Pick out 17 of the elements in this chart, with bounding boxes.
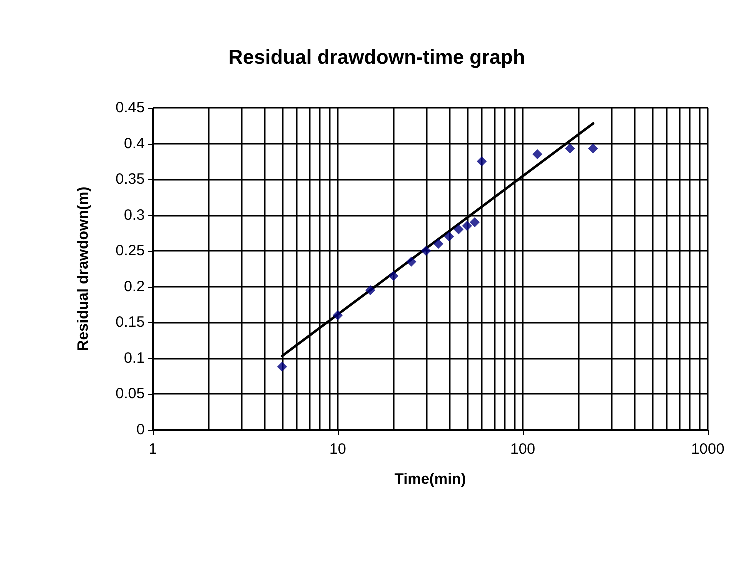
y-tick-label: 0.45 <box>116 100 145 116</box>
y-tick-label: 0.05 <box>116 386 145 403</box>
y-tick-label: 0.3 <box>124 206 145 224</box>
x-tick-label: 1000 <box>691 441 725 458</box>
y-tick-label: 0.15 <box>116 314 145 332</box>
x-tick-label: 10 <box>330 441 346 458</box>
x-axis-title: Time(min) <box>394 471 466 488</box>
chart-title: Residual drawdown-time graph <box>228 47 526 69</box>
y-tick-label: 0.2 <box>124 278 145 296</box>
y-tick-label: 0.1 <box>124 350 145 367</box>
x-tick-label: 100 <box>510 441 536 458</box>
y-tick-label: 0.35 <box>116 171 145 188</box>
x-tick-label: 1 <box>148 441 158 458</box>
y-tick-label: 0 <box>136 422 145 438</box>
y-tick-label: 0.25 <box>116 242 145 260</box>
y-tick-label: 0.4 <box>124 135 145 152</box>
y-axis-title: Residual drawdown(m) <box>75 186 92 352</box>
